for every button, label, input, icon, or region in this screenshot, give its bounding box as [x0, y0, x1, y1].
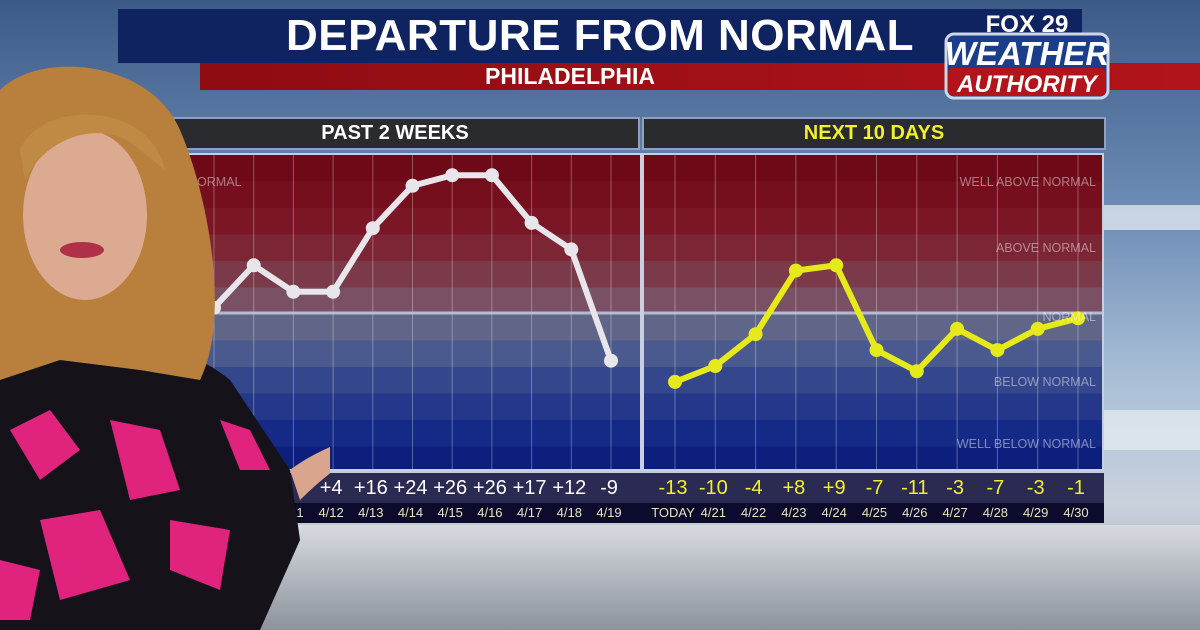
- data-point: [286, 284, 301, 299]
- band-stripe: [152, 155, 640, 182]
- data-point: [708, 359, 723, 373]
- past-values-row: +4 +16 +24 +26 +26 +17 +12 -9: [150, 473, 642, 503]
- title-bar: DEPARTURE FROM NORMAL: [118, 9, 1082, 63]
- band-label-normal: NORMAL: [188, 175, 242, 189]
- date-label: 4/26: [902, 505, 928, 520]
- fox29-weather-authority-logo: FOX 29 WEATHER AUTHORITY: [944, 11, 1110, 100]
- band-stripe: [152, 314, 640, 341]
- past-2-weeks-header: PAST 2 WEEKS: [150, 117, 640, 150]
- data-point: [950, 321, 965, 336]
- date-label: 4/24: [821, 505, 847, 520]
- data-point: [365, 221, 380, 236]
- band-stripe: [644, 287, 1102, 315]
- date-label: 4/25: [861, 505, 888, 520]
- date-label: 4/27: [942, 505, 968, 520]
- page-title: DEPARTURE FROM NORMAL: [285, 11, 915, 60]
- band-label-well-above: WELL ABOVE NORMAL: [959, 175, 1096, 189]
- date-label: 4/22: [740, 505, 767, 520]
- svg-text:AUTHORITY: AUTHORITY: [956, 71, 1099, 98]
- data-point: [246, 258, 261, 273]
- value-label: +26: [433, 477, 468, 499]
- presenter: [0, 66, 330, 630]
- value-label: -9: [600, 477, 618, 499]
- data-point: [909, 364, 924, 379]
- band-stripe: [644, 234, 1102, 262]
- value-label: -7: [865, 477, 884, 499]
- band-stripe: [644, 393, 1102, 421]
- band-stripe: [152, 287, 640, 315]
- date-label: 4/15: [437, 505, 463, 520]
- date-label: 4/21: [700, 505, 726, 520]
- value-label: +4: [319, 477, 343, 499]
- data-point: [829, 258, 844, 273]
- next-10-days-header: NEXT 10 DAYS: [642, 117, 1106, 150]
- band-stripe: [644, 181, 1102, 209]
- band-label-well-below: WELL BELOW NORMAL: [956, 437, 1096, 451]
- band-label-below: BELOW NORMAL: [993, 375, 1096, 389]
- data-point: [788, 263, 803, 278]
- band-stripe: [644, 261, 1102, 288]
- forecast-dates-row: TODAY 4/21 4/22 4/23 4/24 4/25 4/26 4/27 4/28 4/2…: [642, 503, 1104, 523]
- date-label: 4/18: [556, 505, 582, 520]
- data-point: [445, 168, 460, 183]
- date-label: 4/16: [477, 505, 503, 520]
- value-label: +17: [512, 477, 547, 499]
- band-stripe: [152, 208, 640, 235]
- date-label: 4/29: [1023, 505, 1049, 520]
- date-label: 4/17: [516, 505, 543, 520]
- value-label: +12: [552, 477, 587, 499]
- date-label: 4/12: [318, 505, 344, 520]
- value-label: -11: [901, 477, 929, 499]
- date-label: 4/30: [1063, 505, 1089, 520]
- band-stripe: [152, 340, 640, 368]
- value-label: -13: [658, 477, 688, 499]
- value-label: -1: [1067, 477, 1085, 499]
- value-label: +24: [393, 477, 428, 499]
- data-point: [869, 343, 884, 358]
- next-10-days-chart: WELL ABOVE NORMAL ABOVE NORMAL NORMAL BE…: [642, 153, 1104, 471]
- forecast-title: NEXT 10 DAYS: [803, 122, 945, 144]
- value-label: -3: [1026, 477, 1045, 499]
- value-label: +26: [472, 477, 507, 499]
- background-beam: [1100, 205, 1200, 230]
- value-label: -4: [744, 477, 763, 499]
- date-label: 4/14: [397, 505, 424, 520]
- band-stripe: [644, 208, 1102, 235]
- date-label: 4/23: [781, 505, 807, 520]
- value-label: -10: [698, 477, 728, 499]
- date-label: 4/19: [596, 505, 622, 520]
- band-stripe: [644, 155, 1102, 182]
- value-label: +16: [353, 477, 388, 499]
- data-point: [748, 327, 763, 342]
- past-title: PAST 2 WEEKS: [321, 122, 469, 144]
- data-point: [564, 242, 579, 257]
- location-label: PHILADELPHIA: [485, 63, 655, 89]
- data-point: [990, 343, 1005, 358]
- value-label: -7: [986, 477, 1005, 499]
- data-point: [484, 168, 499, 183]
- data-point: [668, 374, 682, 389]
- value-label: +9: [822, 477, 846, 499]
- chart-canvas: [644, 155, 1102, 469]
- band-label-normal: NORMAL: [1042, 310, 1096, 324]
- band-stripe: [644, 367, 1102, 394]
- svg-text:WEATHER: WEATHER: [945, 35, 1110, 72]
- value-label: -3: [946, 477, 964, 499]
- data-point: [405, 178, 420, 193]
- band-label-above: ABOVE NORMAL: [995, 241, 1096, 255]
- data-point: [1071, 311, 1085, 326]
- data-point: [326, 284, 341, 299]
- background-beam: [1100, 410, 1200, 450]
- band-stripe: [644, 420, 1102, 447]
- date-label: 4/13: [358, 505, 384, 520]
- date-label: 4/28: [982, 505, 1009, 520]
- data-point: [1030, 321, 1045, 336]
- value-label: +8: [782, 477, 806, 499]
- data-point: [604, 353, 618, 368]
- forecast-values-row: -13 -10 -4 +8 +9 -7 -11 -3 -7 -3 -1: [642, 473, 1104, 503]
- data-point: [524, 215, 539, 230]
- date-label: TODAY: [651, 505, 695, 520]
- band-stripe: [644, 446, 1102, 469]
